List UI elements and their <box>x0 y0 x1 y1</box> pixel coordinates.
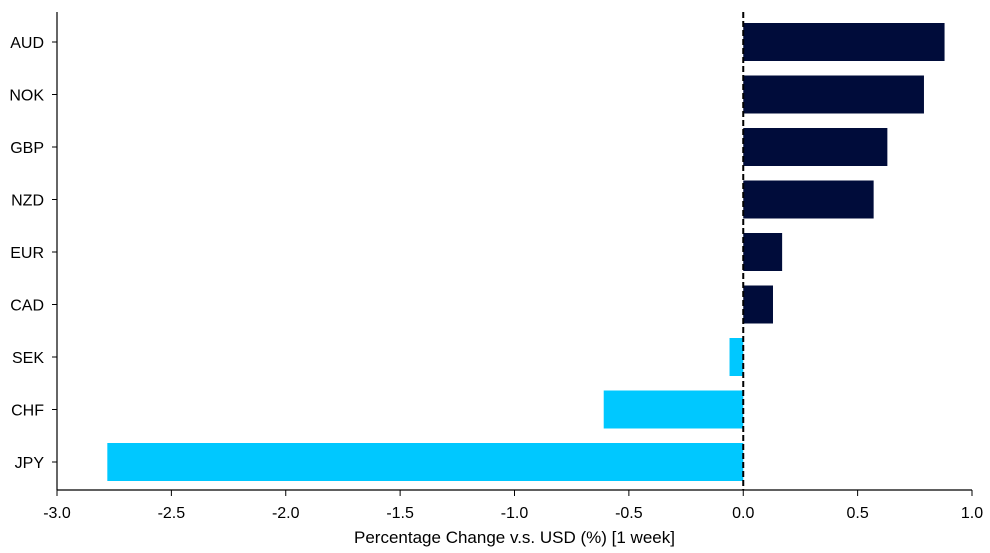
x-tick-label: -0.5 <box>615 505 643 522</box>
x-tick-label: -2.5 <box>158 505 186 522</box>
bars-group <box>107 23 945 481</box>
x-tick-label: 0.0 <box>732 505 754 522</box>
bar-nzd <box>743 180 874 219</box>
x-tick-label: 1.0 <box>961 505 983 522</box>
bar-chf <box>603 390 744 429</box>
category-label-jpy: JPY <box>15 455 45 472</box>
category-label-sek: SEK <box>12 350 44 367</box>
bar-cad <box>743 285 773 324</box>
category-label-chf: CHF <box>11 403 44 420</box>
bar-nok <box>743 75 924 114</box>
bar-eur <box>743 233 783 271</box>
x-axis-title: Percentage Change v.s. USD (%) [1 week] <box>354 528 675 547</box>
bar-aud <box>743 23 945 61</box>
bar-jpy <box>107 443 744 481</box>
x-axis-ticks: -3.0 -2.5 -2.0 -1.5 -1.0 -0.5 0.0 0.5 1.0 <box>43 490 983 522</box>
category-label-eur: EUR <box>10 245 44 262</box>
category-label-cad: CAD <box>10 298 44 315</box>
category-labels: AUD NOK GBP NZD EUR CAD SEK CHF JPY <box>9 35 57 472</box>
x-tick-label: 0.5 <box>847 505 869 522</box>
category-label-nok: NOK <box>9 88 44 105</box>
bar-gbp <box>743 128 888 166</box>
x-tick-label: -2.0 <box>272 505 300 522</box>
x-tick-label: -1.5 <box>386 505 414 522</box>
bar-sek <box>729 338 744 376</box>
category-label-aud: AUD <box>10 35 44 52</box>
x-tick-label: -3.0 <box>43 505 71 522</box>
x-tick-label: -1.0 <box>501 505 529 522</box>
category-label-nzd: NZD <box>11 193 44 210</box>
category-label-gbp: GBP <box>10 140 44 157</box>
